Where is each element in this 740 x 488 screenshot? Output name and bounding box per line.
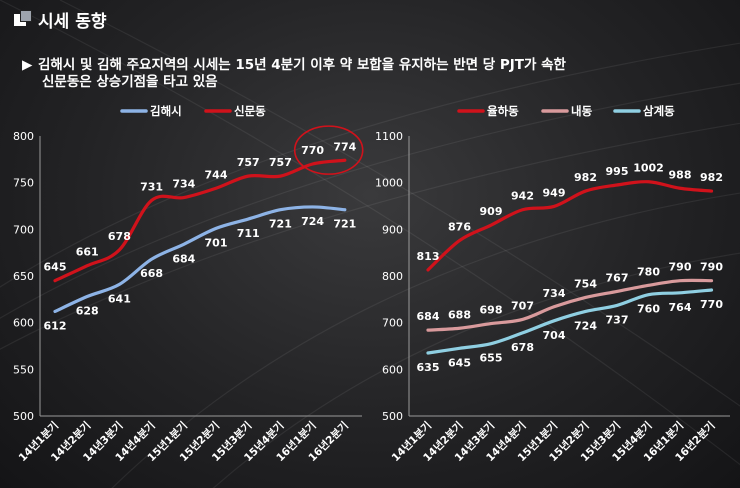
y-tick-label: 1100 [375,130,403,143]
y-tick-label: 500 [13,410,34,423]
data-label: 909 [480,205,503,218]
data-label: 645 [448,356,471,369]
data-label: 711 [237,227,260,240]
summary-line-1: 김해시 및 김해 주요지역의 시세는 15년 4분기 이후 약 보합을 유지하는… [38,57,566,73]
data-label: 767 [606,271,629,284]
legend-label: 신문동 [234,104,266,118]
data-label: 684 [417,310,440,323]
data-label: 731 [140,180,163,193]
legend-label: 삼계동 [643,104,675,118]
data-label: 704 [543,329,566,342]
data-label: 780 [637,265,660,278]
series-line [53,205,347,314]
annotation-circle [293,125,364,175]
y-tick-label: 1000 [375,177,403,190]
data-label: 612 [44,319,67,332]
y-tick-label: 750 [13,177,34,190]
y-tick-label: 600 [13,317,34,330]
data-label: 876 [448,221,471,234]
data-label: 754 [574,277,597,290]
data-label: 790 [669,261,692,274]
y-tick-label: 650 [13,270,34,283]
data-label: 641 [108,292,131,305]
data-label: 982 [574,171,597,184]
data-label: 770 [700,298,723,311]
data-label: 724 [574,319,597,332]
data-label: 790 [700,261,723,274]
data-label: 770 [301,144,324,157]
data-label: 688 [448,308,471,321]
page-title: 시세 동향 [38,11,107,32]
data-label: 757 [269,156,292,169]
data-label: 942 [511,190,534,203]
data-label: 707 [511,299,534,312]
series-line [426,288,714,355]
data-label: 724 [301,215,324,228]
data-label: 628 [76,305,99,318]
data-label: 764 [669,301,692,314]
data-label: 737 [606,313,629,326]
data-label: 661 [76,246,99,259]
data-label: 988 [669,168,692,181]
y-tick-label: 800 [382,270,403,283]
data-label: 982 [700,171,723,184]
data-label: 774 [333,140,356,153]
data-label: 678 [108,230,131,243]
y-tick-label: 550 [13,363,34,376]
data-label: 757 [237,156,260,169]
data-label: 995 [606,165,629,178]
data-label: 721 [269,218,292,231]
bullet-arrow-icon: ▶ [22,57,33,73]
series-line [53,158,347,283]
data-label: 949 [543,186,566,199]
data-label: 668 [140,267,163,280]
data-label: 701 [205,236,228,249]
y-tick-label: 500 [382,410,403,423]
summary-line-2: 신문동은 상승기점을 타고 있음 [42,74,218,90]
data-label: 655 [480,352,503,365]
data-label: 678 [511,341,534,354]
legend-label: 내동 [571,104,593,118]
series-line [426,278,714,332]
header: 시세 동향 [14,6,106,32]
data-label: 734 [543,287,566,300]
data-label: 1002 [633,162,664,175]
window-squares-icon [14,10,32,28]
data-label: 684 [172,252,195,265]
data-label: 635 [417,361,440,374]
legend-label: 율하동 [487,104,519,118]
y-tick-label: 600 [382,363,403,376]
y-tick-label: 800 [13,130,34,143]
data-label: 813 [417,250,440,263]
data-label: 721 [333,218,356,231]
summary-text: ▶ 김해시 및 김해 주요지역의 시세는 15년 4분기 이후 약 보합을 유지하… [22,57,712,91]
data-label: 734 [172,178,195,191]
data-label: 744 [205,168,228,181]
legend-label: 김해시 [150,104,182,118]
series-line [426,180,714,272]
y-tick-label: 900 [382,223,403,236]
data-label: 698 [480,304,503,317]
y-tick-label: 700 [13,223,34,236]
data-label: 760 [637,303,660,316]
data-label: 645 [44,261,67,274]
y-tick-label: 700 [382,317,403,330]
